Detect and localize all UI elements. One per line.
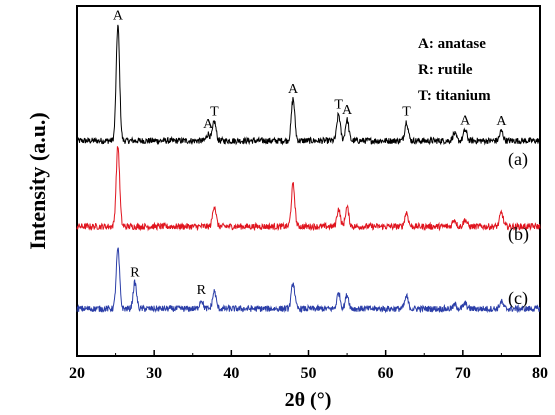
series-line-c bbox=[76, 247, 541, 314]
x-tick-label: 50 bbox=[301, 365, 317, 382]
x-tick-label: 70 bbox=[455, 365, 471, 382]
peak-label: A bbox=[113, 8, 124, 23]
peak-label: A bbox=[288, 82, 299, 97]
peak-label: T bbox=[402, 105, 411, 120]
curve-label-b: (b) bbox=[508, 224, 529, 245]
peak-label: T bbox=[210, 105, 219, 120]
x-axis-title: 2θ (°) bbox=[285, 389, 332, 411]
peak-label: R bbox=[130, 266, 140, 281]
x-tick-label: 40 bbox=[223, 365, 239, 382]
legend-titanium: T: titanium bbox=[418, 88, 491, 104]
plot-frame bbox=[76, 5, 541, 357]
x-tick-label: 30 bbox=[146, 365, 162, 382]
series-line-b bbox=[76, 146, 541, 232]
x-tick-label: 20 bbox=[69, 365, 85, 382]
peak-label: A bbox=[203, 117, 214, 132]
peak-label: R bbox=[197, 283, 207, 298]
peak-label: A bbox=[342, 103, 353, 118]
legend-anatase: A: anatase bbox=[418, 36, 486, 52]
series-line-a bbox=[76, 24, 541, 146]
peak-label: A bbox=[496, 114, 507, 129]
legend-rutile: R: rutile bbox=[418, 62, 473, 78]
x-ticks-group: 20 30 40 50 60 70 80 bbox=[69, 350, 548, 382]
x-tick-label: 60 bbox=[378, 365, 394, 382]
curve-label-a: (a) bbox=[508, 149, 528, 170]
curves-group bbox=[76, 24, 541, 314]
peak-label: T bbox=[334, 98, 343, 113]
peak-label: A bbox=[460, 113, 471, 128]
x-tick-label: 80 bbox=[532, 365, 548, 382]
y-axis-title: Intensity (a.u.) bbox=[25, 112, 50, 250]
curve-label-c: (c) bbox=[508, 288, 528, 309]
